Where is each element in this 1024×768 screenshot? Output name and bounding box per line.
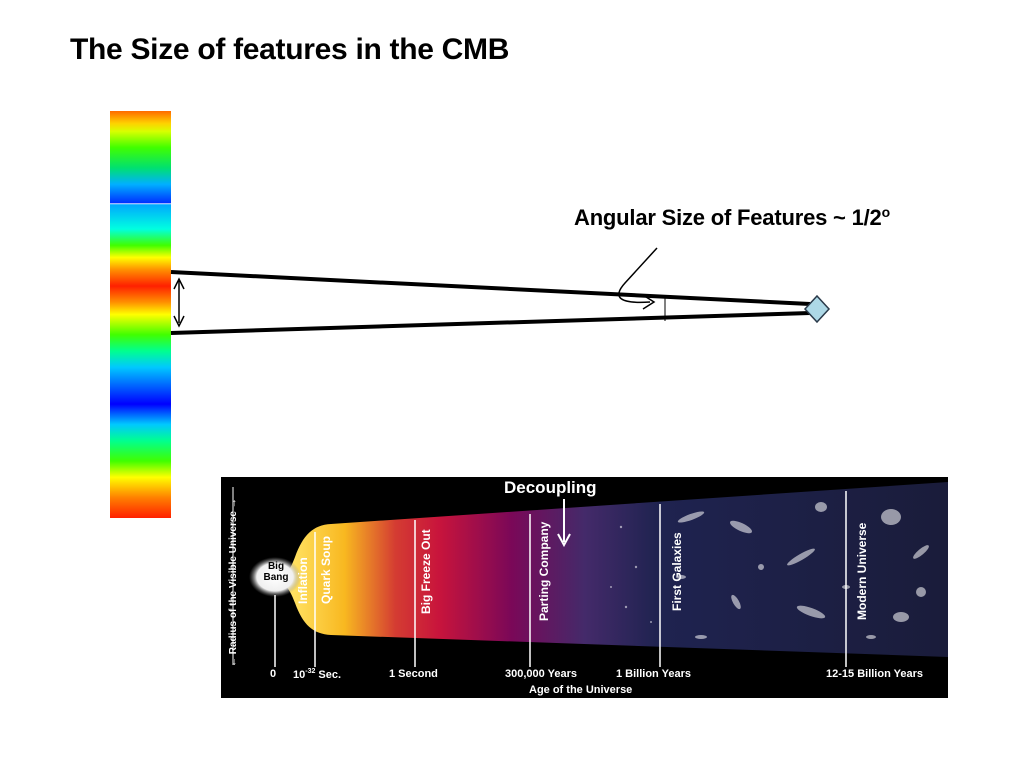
tick-label-recombination: 300,000 Years — [505, 668, 577, 680]
feature-size-arrowhead-bottom — [173, 315, 185, 328]
epoch-quark-soup: Quark Soup — [319, 535, 333, 604]
epoch-first-galaxies: First Galaxies — [670, 532, 684, 611]
big-bang-glow — [249, 557, 301, 597]
upper-sightline — [170, 270, 811, 306]
tick-label-billion: 1 Billion Years — [616, 668, 692, 680]
x-axis-title: Age of the Universe — [529, 684, 633, 696]
lower-sightline — [170, 311, 811, 335]
cmb-temperature-strip — [110, 111, 171, 518]
decoupling-label: Decoupling — [504, 478, 597, 497]
tick-label-zero: 0 — [270, 668, 277, 680]
callout-arrow — [618, 247, 658, 304]
epoch-modern-universe: Modern Universe — [855, 522, 869, 620]
universe-timeline-figure: Decoupling Big Bang Inflation Quark Soup… — [221, 477, 948, 698]
epoch-big-freeze-out: Big Freeze Out — [419, 529, 433, 614]
epoch-inflation: Inflation — [296, 557, 310, 604]
big-bang-label: Big Bang — [263, 561, 289, 583]
decoupling-arrowhead — [557, 533, 571, 548]
tick-label-one-second: 1 Second — [389, 668, 438, 680]
slide-title: The Size of features in the CMB — [70, 33, 510, 66]
tick-label-planck: 10-32 Sec. — [293, 668, 342, 681]
angular-size-label: Angular Size of Features ~ 1/2o — [574, 204, 890, 230]
callout-arrowhead — [642, 294, 656, 310]
y-axis-title: ← Radius of the Visible Universe → — [228, 498, 239, 667]
epoch-parting-company: Parting Company — [537, 521, 551, 621]
observer-icon — [803, 294, 831, 324]
feature-size-arrowhead-top — [173, 277, 185, 290]
tick-label-now: 12-15 Billion Years — [826, 668, 924, 680]
